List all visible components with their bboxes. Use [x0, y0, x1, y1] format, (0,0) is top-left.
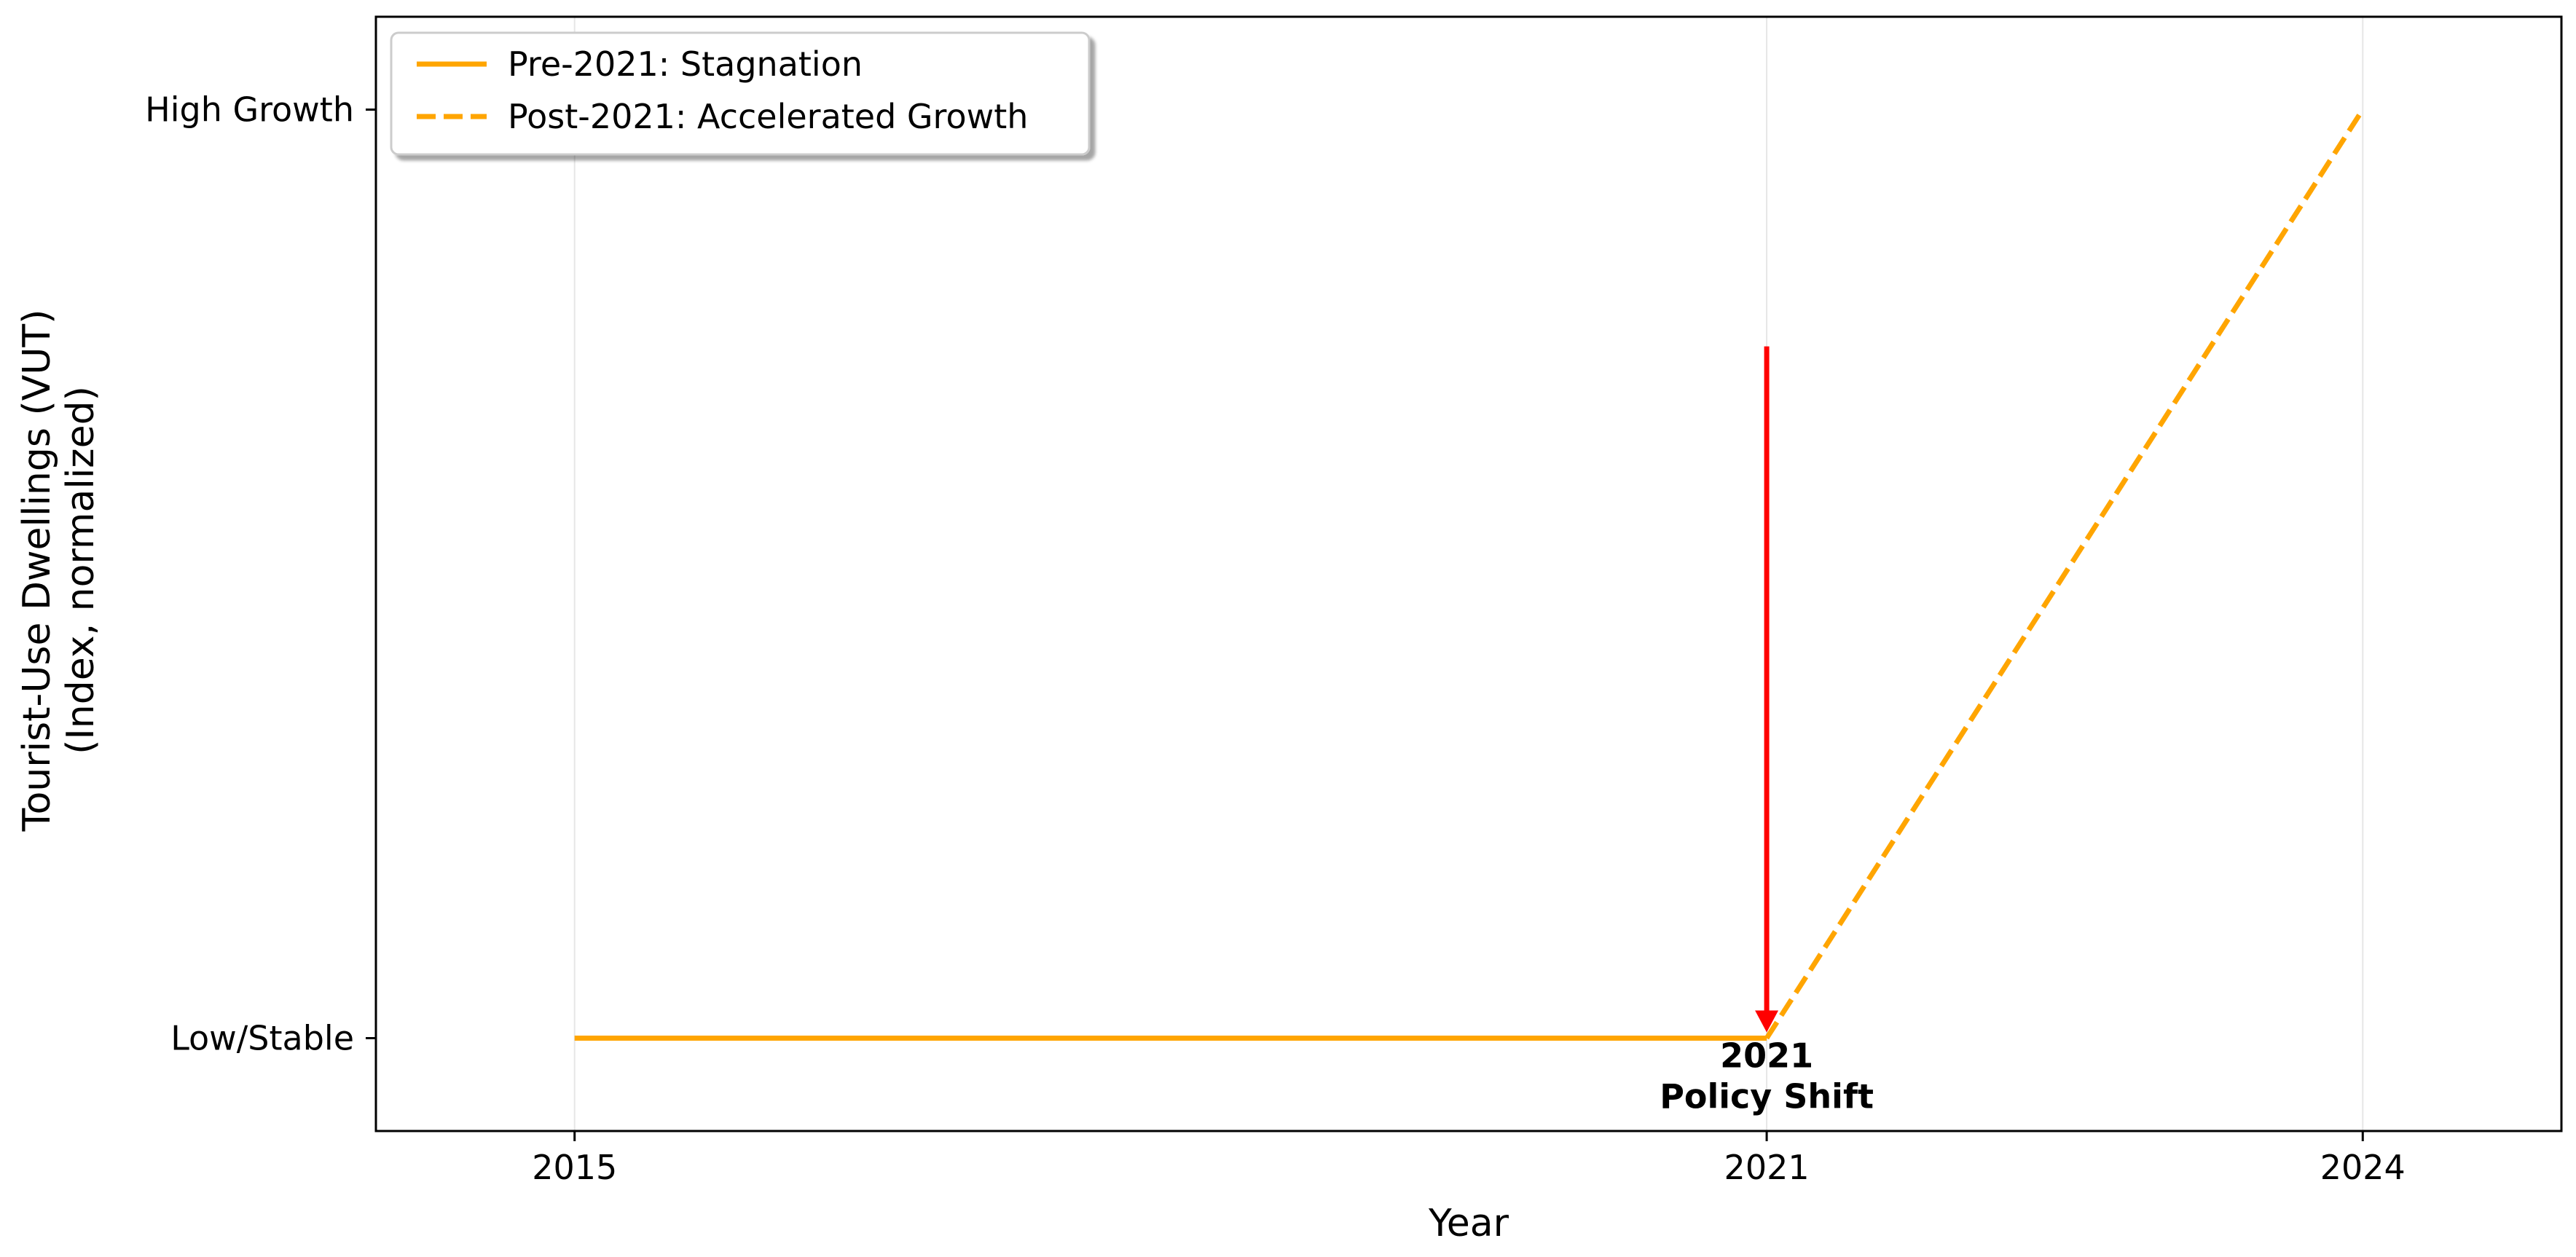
x-axis-label: Year	[1428, 1202, 1509, 1245]
annotation-text-line-2: Policy Shift	[1660, 1077, 1874, 1116]
y-axis-label: Tourist-Use Dwellings (VUT) (Index, norm…	[15, 310, 103, 832]
legend-box	[390, 31, 1091, 156]
x-tick-label-2015: 2015	[532, 1148, 617, 1187]
annotation-text-line-1: 2021	[1720, 1036, 1813, 1076]
legend-label-pre-2021: Pre-2021: Stagnation	[508, 44, 863, 84]
y-axis-ticks: Low/Stable High Growth	[145, 90, 376, 1058]
x-tick-label-2021: 2021	[1724, 1148, 1810, 1187]
annotation-arrow-head	[1755, 1010, 1779, 1033]
y-tick-label-high-growth: High Growth	[145, 90, 354, 130]
x-tick-label-2024: 2024	[2320, 1148, 2406, 1187]
y-axis-label-line-1: Tourist-Use Dwellings (VUT)	[15, 310, 59, 832]
legend-label-post-2021: Post-2021: Accelerated Growth	[508, 97, 1028, 136]
x-axis-ticks: 2015 2021 2024	[532, 1131, 2406, 1187]
series-lines	[574, 108, 2365, 1041]
series-line-post-2021	[1764, 108, 2365, 1040]
grid-lines	[573, 17, 2364, 1131]
legend: Pre-2021: Stagnation Post-2021: Accelera…	[390, 31, 1091, 156]
plot-frame	[374, 15, 2563, 1132]
y-tick-label-low-stable: Low/Stable	[170, 1019, 354, 1058]
y-axis-label-line-2: (Index, normalized)	[59, 386, 103, 754]
